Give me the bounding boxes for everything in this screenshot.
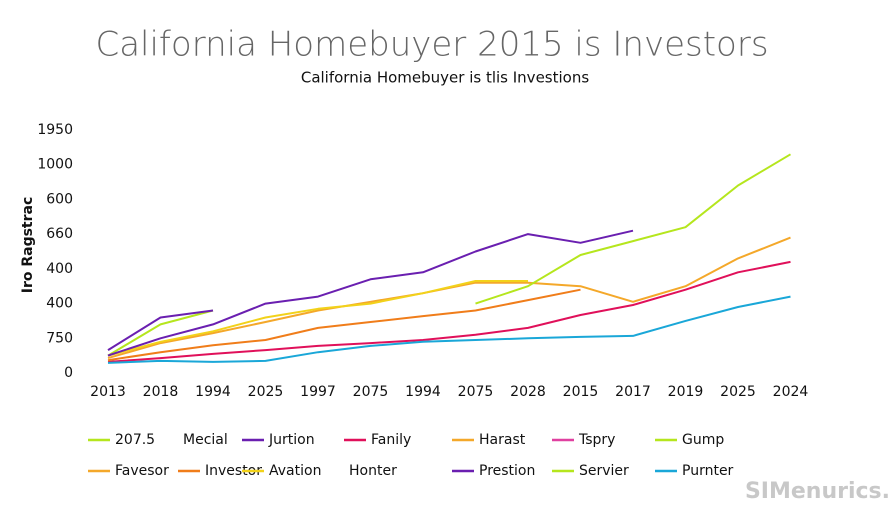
legend-label: Favesor: [115, 463, 169, 479]
legend-label: Harast: [479, 432, 526, 448]
x-tick-label: 1997: [300, 384, 336, 400]
y-axis-label: Iro Ragstrac: [20, 197, 36, 294]
x-tick-label: 2025: [248, 384, 284, 400]
series-line: [107, 309, 214, 351]
y-tick-label: 1000: [37, 157, 73, 173]
x-tick-label: 2019: [668, 384, 704, 400]
series-line: [107, 288, 581, 362]
y-tick-label: 750: [46, 330, 73, 346]
legend-label: Prestion: [479, 463, 535, 479]
x-tick-label: 2075: [458, 384, 494, 400]
legend-label: Investor: [205, 463, 262, 479]
legend-label: Gump: [682, 432, 724, 448]
x-tick-label: 2018: [143, 384, 179, 400]
legend-label: Avation: [269, 463, 321, 479]
series-line: [107, 309, 214, 357]
x-tick-label: 2017: [615, 384, 651, 400]
y-tick-label: 660: [46, 226, 73, 242]
y-tick-label: 400: [46, 296, 73, 312]
x-tick-label: 2075: [353, 384, 389, 400]
series-line: [107, 260, 791, 363]
legend-label: Tspry: [578, 432, 615, 448]
legend-label: Fanily: [371, 432, 411, 448]
series-line: [475, 153, 792, 305]
legend-label: Jurtion: [268, 432, 315, 448]
x-tick-label: 2015: [563, 384, 599, 400]
legend-label: 207.5: [115, 432, 155, 448]
legend-label: Honter: [349, 463, 397, 479]
legend-label: Purnter: [682, 463, 734, 479]
watermark: SIMenurics.: [745, 479, 890, 504]
chart-title: California Homebuyer 2015 is Investors: [95, 25, 768, 65]
x-tick-label: 2025: [720, 384, 756, 400]
y-tick-label: 1950: [37, 122, 73, 138]
chart-subtitle: California Homebuyer is tlis Investions: [301, 69, 589, 87]
x-tick-label: 1994: [405, 384, 441, 400]
series-line: [107, 295, 791, 364]
legend-label: Servier: [579, 463, 629, 479]
x-tick-label: 1994: [195, 384, 231, 400]
x-tick-label: 2024: [773, 384, 809, 400]
x-tick-label: 2028: [510, 384, 546, 400]
series-line: [107, 229, 634, 357]
x-tick-label: 2013: [90, 384, 126, 400]
legend-label: Mecial: [183, 432, 228, 448]
y-tick-label: 600: [46, 191, 73, 207]
y-tick-label: 0: [64, 365, 73, 381]
y-tick-label: 400: [46, 261, 73, 277]
series-line: [107, 280, 528, 357]
